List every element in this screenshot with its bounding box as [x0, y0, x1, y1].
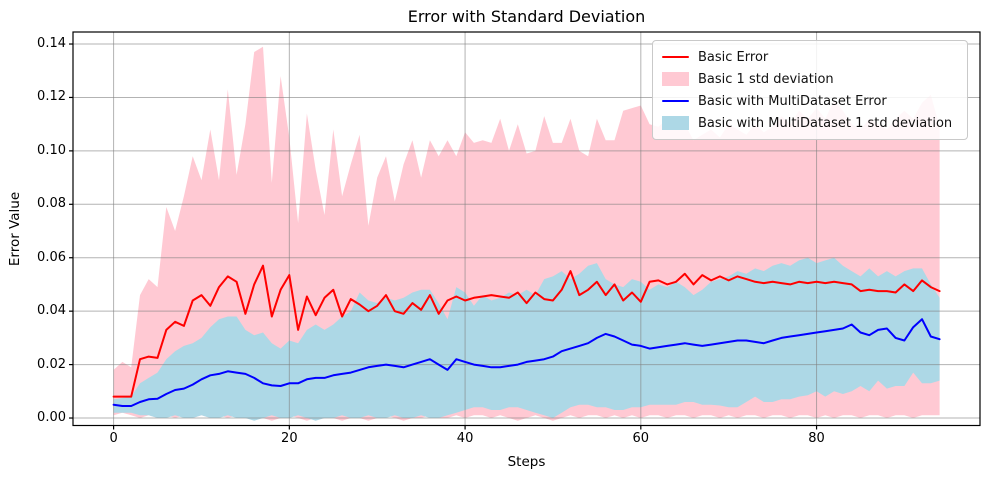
x-tick-label: 60: [632, 431, 650, 446]
basic-error-line: [112, 264, 941, 398]
multi-error-line: [112, 318, 941, 407]
x-tick-label: 20: [281, 431, 298, 446]
y-tick-label: 0.10: [37, 142, 66, 158]
y-tick-label: 0.02: [37, 356, 66, 372]
legend-label: Basic with MultiDataset 1 std deviation: [698, 115, 953, 131]
y-tick-label: 0.04: [37, 303, 66, 319]
legend-swatch-multi-error-line-icon: [662, 99, 689, 103]
y-tick-label: 0.06: [37, 249, 66, 265]
legend-label: Basic Error: [698, 49, 769, 65]
x-tick-label: 80: [808, 431, 825, 446]
multi-std-band: [113, 257, 940, 421]
y-tick-label: 0.14: [37, 36, 66, 52]
legend-swatch-multi-std-patch-icon: [662, 116, 689, 130]
x-axis-label: Steps: [507, 454, 546, 470]
legend-item-basic-std: Basic 1 std deviation: [662, 70, 958, 88]
legend-label: Basic 1 std deviation: [698, 71, 834, 87]
legend-swatch-basic-error-line-icon: [662, 55, 689, 59]
y-tick-label: 0.12: [37, 89, 66, 105]
axes-frame: [72, 31, 981, 427]
x-tick-label: 40: [456, 431, 474, 446]
legend-item-multi-std: Basic with MultiDataset 1 std deviation: [662, 114, 958, 132]
chart-title: Error with Standard Deviation: [407, 7, 646, 26]
legend: Basic Error Basic 1 std deviation Basic wi…: [652, 40, 968, 140]
y-tick-label: 0.08: [37, 196, 66, 212]
legend-label: Basic with MultiDataset Error: [698, 93, 887, 109]
y-tick-label: 0.00: [37, 410, 66, 426]
x-tick-label: 0: [109, 431, 118, 446]
legend-item-basic-error: Basic Error: [662, 48, 958, 66]
legend-swatch-basic-std-patch-icon: [662, 72, 689, 86]
legend-item-multi-error: Basic with MultiDataset Error: [662, 92, 958, 110]
